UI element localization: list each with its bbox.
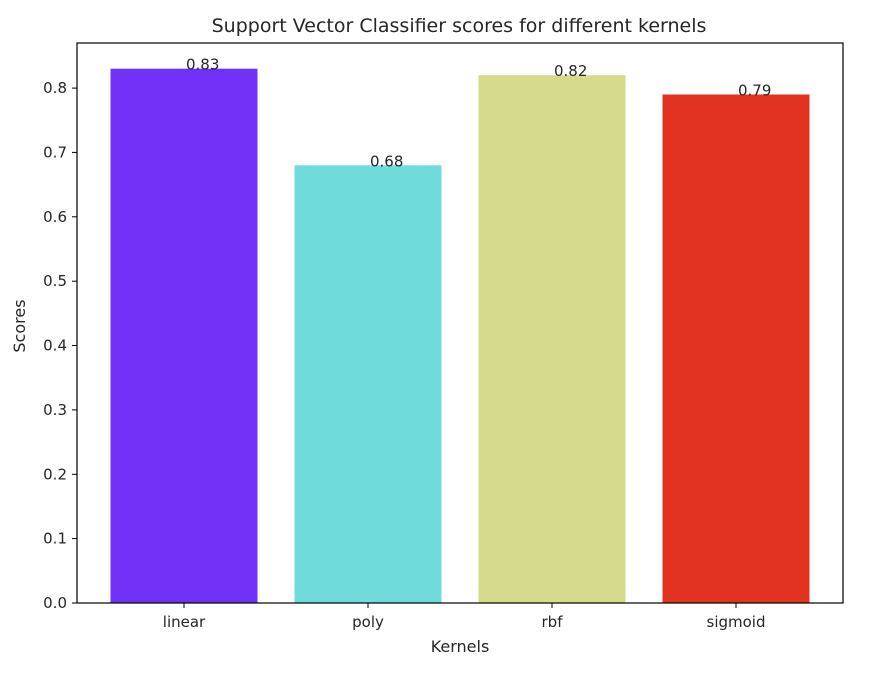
y-tick-label: 0.5: [43, 272, 67, 290]
x-tick-label-linear: linear: [163, 613, 206, 631]
y-axis-label: Scores: [10, 299, 29, 352]
value-label-poly: 0.68: [370, 152, 403, 170]
y-tick-label: 0.8: [43, 79, 67, 97]
y-tick-label: 0.2: [43, 465, 67, 483]
value-label-linear: 0.83: [186, 56, 219, 74]
x-tick-label-rbf: rbf: [542, 613, 564, 631]
y-tick-label: 0.6: [43, 208, 67, 226]
y-tick-label: 0.1: [43, 530, 67, 548]
y-tick-label: 0.7: [43, 143, 67, 161]
bar-sigmoid: [662, 94, 810, 603]
y-axis-ticks: 0.0 0.1 0.2 0.3 0.4 0.5 0.6 0.7 0.8: [43, 79, 77, 612]
value-label-sigmoid: 0.79: [738, 82, 771, 100]
bar-linear: [110, 68, 258, 603]
bars-group: [110, 68, 810, 604]
chart-title: Support Vector Classifier scores for dif…: [212, 15, 707, 37]
y-tick-label: 0.3: [43, 401, 67, 419]
x-axis-label: Kernels: [431, 637, 490, 656]
plot-frame: [76, 42, 844, 604]
value-label-rbf: 0.82: [554, 62, 587, 80]
bar-rbf: [478, 75, 626, 603]
x-tick-label-sigmoid: sigmoid: [707, 613, 766, 631]
y-tick-label: 0.4: [43, 337, 67, 355]
x-axis-ticks: linear poly rbf sigmoid: [163, 603, 766, 631]
y-tick-label: 0.0: [43, 594, 67, 612]
x-tick-label-poly: poly: [352, 613, 384, 631]
bar-poly: [294, 165, 442, 604]
value-labels-group: 0.83 0.68 0.82 0.79: [186, 56, 771, 171]
